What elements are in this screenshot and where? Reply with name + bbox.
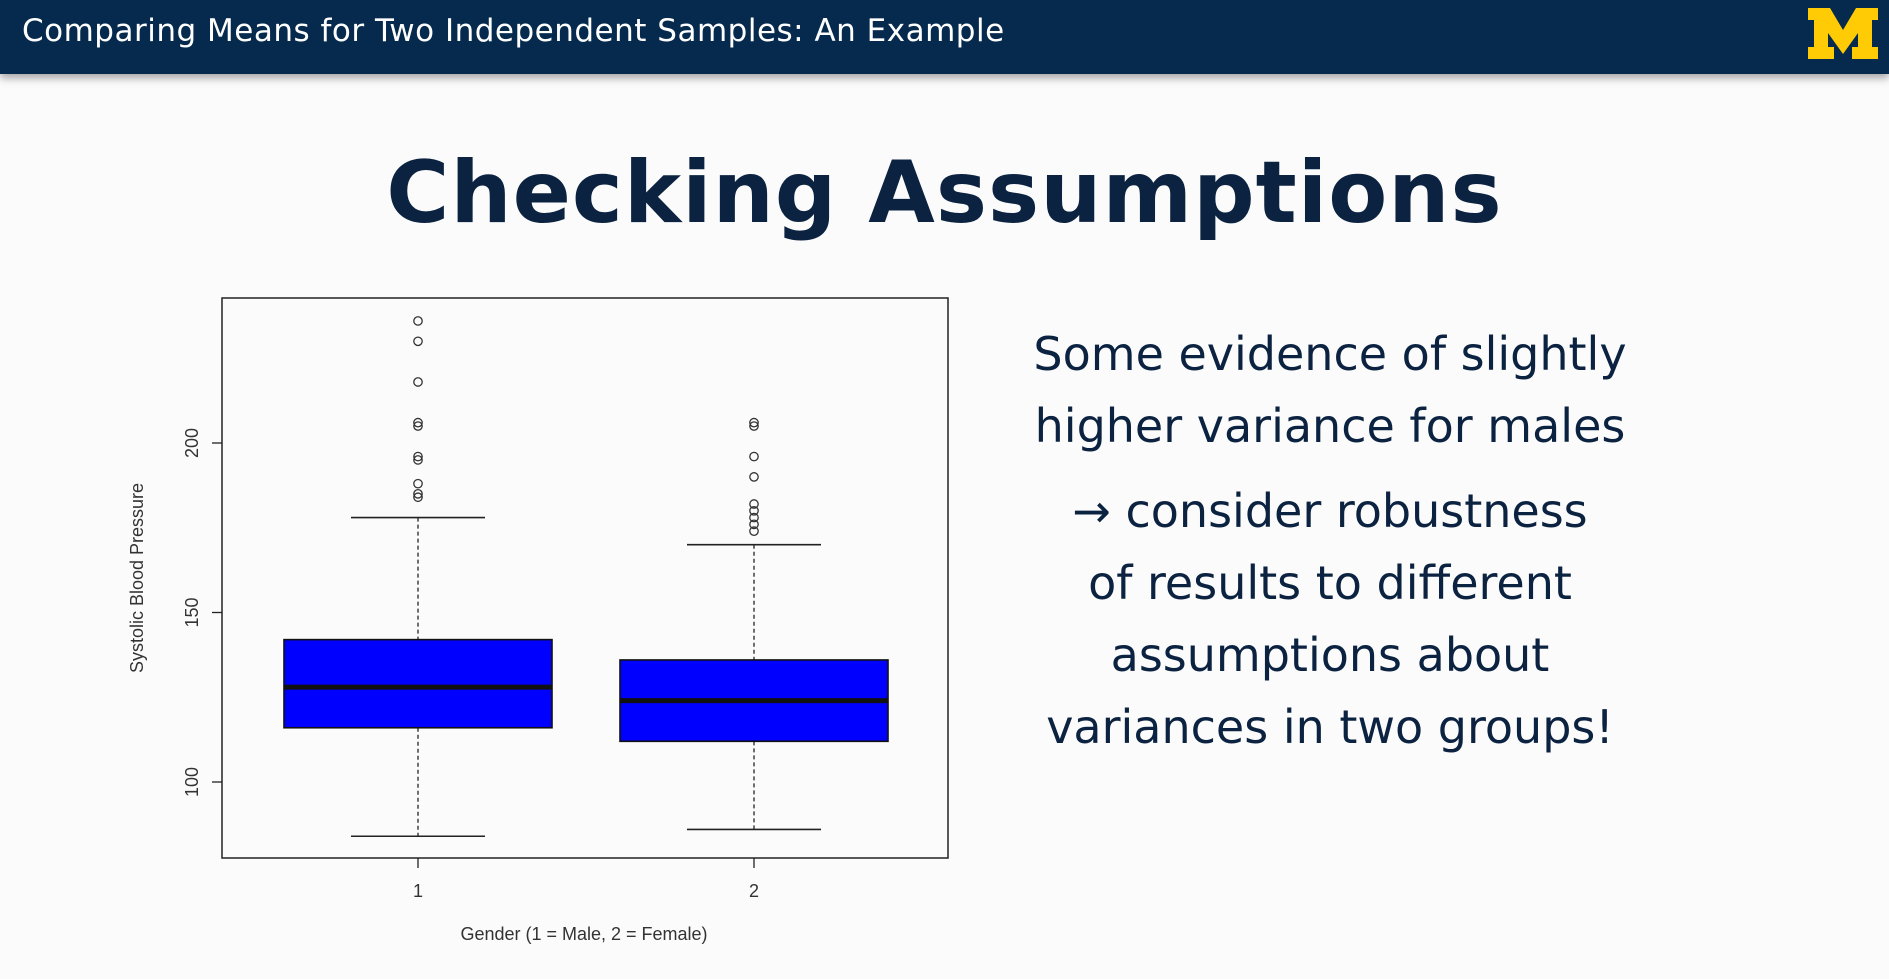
header-bar: Comparing Means for Two Independent Samp… [0, 0, 1889, 74]
outlier-point [749, 505, 759, 516]
outlier-point [749, 451, 759, 462]
outlier-point [749, 421, 759, 431]
outlier-point [749, 519, 759, 530]
header-title: Comparing Means for Two Independent Samp… [22, 13, 1005, 49]
outlier-point [749, 472, 759, 482]
y-axis-label: Systolic Blood Pressure [127, 483, 147, 673]
outlier-point [749, 417, 759, 428]
outlier-point [413, 455, 423, 465]
slide-text-line: assumptions about [1110, 628, 1550, 682]
slide-text-line: Some evidence of slightly [1033, 327, 1627, 381]
slide-text-line: of results to different [1088, 556, 1572, 610]
outlier-point [413, 492, 423, 503]
x-tick-label: 1 [413, 881, 423, 901]
outlier-point [413, 478, 423, 489]
y-tick-label: 200 [182, 428, 202, 458]
outlier-point [413, 451, 423, 462]
outlier-point [413, 417, 423, 428]
outlier-point [413, 377, 423, 387]
slide-text-line: variances in two groups! [1046, 700, 1614, 754]
slide-text-line: → consider robustness [1072, 484, 1588, 538]
plot-frame [221, 297, 949, 859]
x-tick-label: 2 [749, 881, 759, 901]
outlier-point [413, 336, 423, 347]
outlier-point [413, 316, 423, 326]
x-axis-label: Gender (1 = Male, 2 = Female) [460, 924, 707, 944]
y-tick-label: 100 [182, 767, 202, 797]
outlier-point [413, 421, 423, 431]
slide-text: Some evidence of slightly higher varianc… [960, 318, 1700, 763]
outlier-point [749, 526, 759, 536]
outlier-point [749, 499, 759, 509]
slide-title: Checking Assumptions [386, 143, 1503, 243]
outlier-point [749, 512, 759, 523]
outlier-point [413, 488, 423, 499]
slide-text-line: higher variance for males [1034, 399, 1626, 453]
box [283, 638, 553, 729]
boxplot-chart: 100 150 200 Systolic Blood Pressure 1 2 Gender… [127, 297, 949, 944]
university-logo [1808, 8, 1878, 59]
y-tick-label: 150 [182, 597, 202, 627]
